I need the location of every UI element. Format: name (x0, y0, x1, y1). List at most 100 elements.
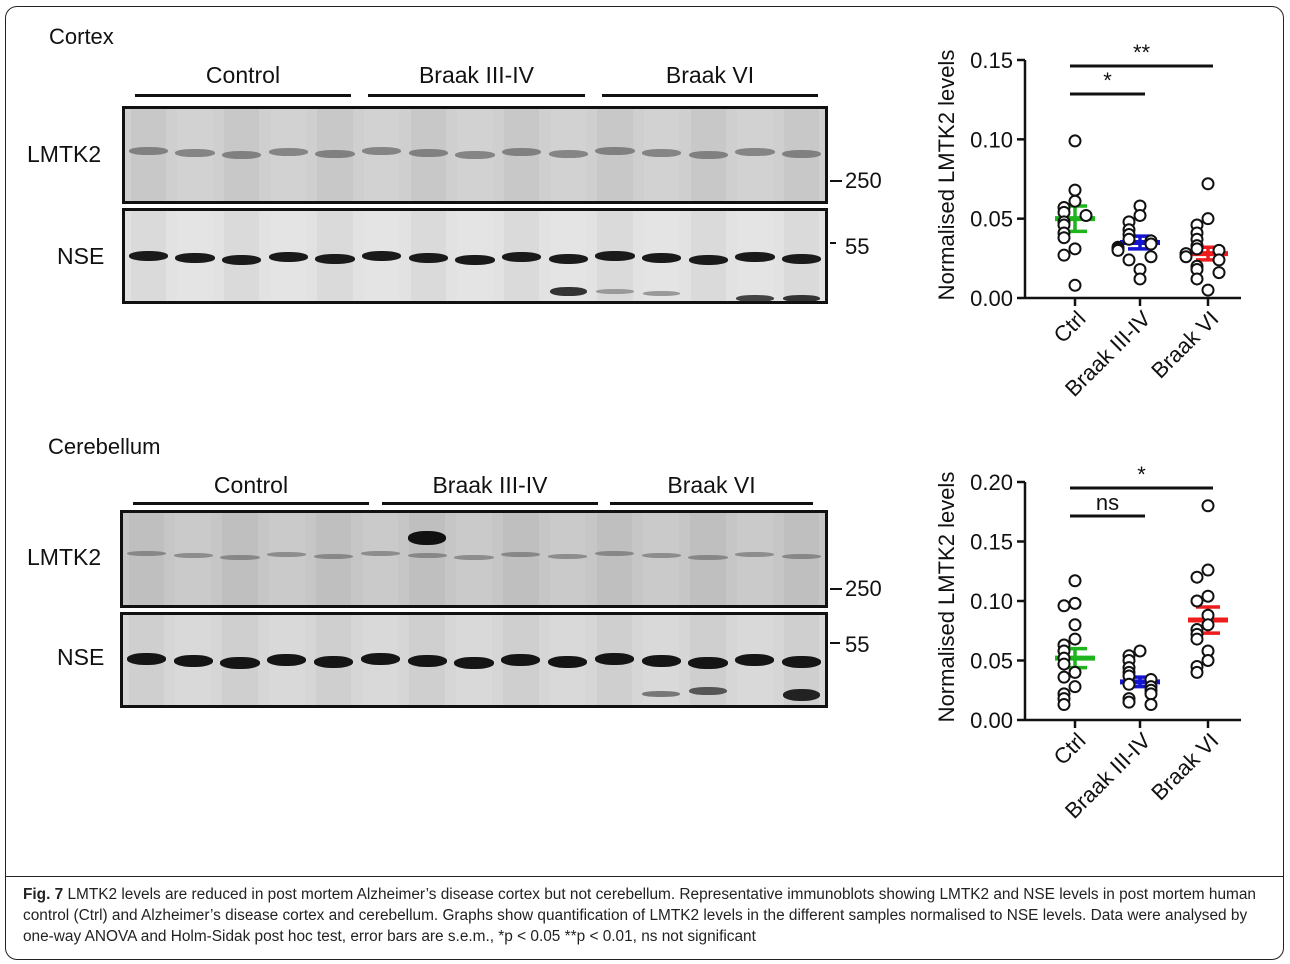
data-point (1133, 644, 1147, 658)
blot-band (642, 253, 682, 263)
cerebellum-scatter-chart: 0.00 0.05 0.10 0.15 0.20 Normalised LMTK2 lev… (934, 462, 1241, 823)
data-point (1057, 698, 1071, 712)
blot-lane (175, 513, 211, 605)
data-point (1212, 253, 1226, 267)
blot-band (268, 148, 308, 156)
y-tick-label: 0.15 (970, 48, 1013, 73)
blot-band (688, 555, 728, 560)
blot-band (781, 656, 822, 668)
data-point (1122, 695, 1136, 709)
data-point (1068, 134, 1082, 148)
cortex-group-braak6-label: Braak VI (665, 62, 755, 88)
data-point (1068, 183, 1082, 197)
blot-lane (549, 513, 586, 605)
data-point (1144, 250, 1158, 264)
data-point (1068, 665, 1082, 679)
blot-band (126, 653, 167, 665)
cortex-group-braak34-line (368, 94, 585, 97)
blot-secondary-band (736, 295, 774, 301)
blot-lane (269, 513, 305, 605)
cerebellum-group-control-label: Control (213, 472, 289, 498)
blot-band (220, 657, 260, 669)
blot-band (735, 654, 775, 666)
blot-band (313, 554, 354, 559)
blot-lane (643, 513, 679, 605)
blot-band (408, 149, 448, 157)
cortex-nse-blot (122, 208, 828, 304)
blot-band (222, 255, 262, 265)
blot-secondary-band (642, 691, 680, 697)
cortex-250-marker: 250 (845, 168, 882, 193)
x-tick-label: Ctrl (1049, 306, 1091, 348)
blot-band (455, 151, 495, 159)
blot-band (220, 555, 260, 560)
blot-band (267, 552, 307, 557)
data-point (1201, 618, 1215, 632)
cerebellum-group-control-line (133, 502, 369, 505)
blot-band (735, 252, 775, 262)
cerebellum-section-label: Cerebellum (48, 434, 161, 459)
data-point (1212, 266, 1226, 280)
blot-band (407, 553, 447, 558)
data-point (1201, 212, 1215, 226)
significance-label: ** (1133, 40, 1151, 65)
blot-secondary-band (643, 291, 681, 296)
data-point (1190, 632, 1204, 646)
data-point (1068, 278, 1082, 292)
blot-lane (503, 513, 539, 605)
blot-lane (362, 513, 399, 605)
blot-band (315, 254, 355, 264)
data-point (1201, 563, 1215, 577)
blot-band (502, 148, 542, 156)
blot-band (594, 653, 635, 665)
blot-lane (316, 513, 352, 605)
blot-band (688, 255, 728, 265)
x-tick-label: Braak VI (1146, 306, 1223, 383)
y-tick-label: 0.20 (970, 470, 1013, 495)
data-point (1201, 499, 1215, 513)
y-tick-label: 0.05 (970, 207, 1013, 232)
cerebellum-nse-row-label: NSE (57, 644, 105, 670)
blot-band (173, 655, 213, 667)
blot-band (781, 554, 822, 559)
blot-band (454, 555, 494, 560)
blot-band (548, 150, 588, 158)
cortex-section-label: Cortex (49, 24, 114, 49)
figure-number: Fig. 7 (23, 886, 64, 903)
blot-band (222, 151, 262, 159)
figure-caption: Fig. 7 LMTK2 levels are reduced in post … (23, 884, 1273, 947)
data-point (1122, 232, 1136, 246)
blot-lane (737, 513, 773, 605)
blot-band (641, 655, 681, 667)
blot-band (455, 255, 495, 265)
cerebellum-250-marker: 250 (845, 576, 882, 601)
data-point (1190, 665, 1204, 679)
y-tick-label: 0.00 (970, 286, 1013, 311)
cortex-lmtk2-blot (122, 106, 828, 204)
data-point (1201, 589, 1215, 603)
blot-band (362, 251, 402, 261)
y-tick-label: 0.05 (970, 649, 1013, 674)
cerebellum-group-braak34-label: Braak III-IV (432, 472, 548, 498)
blot-secondary-band (689, 687, 727, 695)
blot-secondary-band (782, 689, 821, 701)
data-point (1133, 272, 1147, 286)
cortex-group-control-line (135, 94, 351, 97)
significance-label: * (1137, 462, 1146, 487)
blot-band (735, 148, 775, 156)
blot-band (688, 151, 728, 159)
cortex-group-braak34-label: Braak III-IV (418, 62, 535, 88)
cerebellum-lmtk2-blot (120, 510, 828, 608)
blot-band (548, 254, 588, 264)
y-axis-label: Normalised LMTK2 levels (934, 472, 959, 723)
data-point (1068, 574, 1082, 588)
cortex-nse-row-label: NSE (57, 243, 105, 269)
cerebellum-lmtk2-row-label: LMTK2 (27, 544, 102, 570)
x-tick-label: Braak VI (1146, 728, 1223, 805)
blot-band (642, 149, 682, 157)
y-tick-label: 0.10 (970, 127, 1013, 152)
blot-band (782, 254, 822, 264)
blot-band (315, 150, 355, 158)
y-tick-label: 0.15 (970, 530, 1013, 555)
blot-band (641, 553, 681, 558)
